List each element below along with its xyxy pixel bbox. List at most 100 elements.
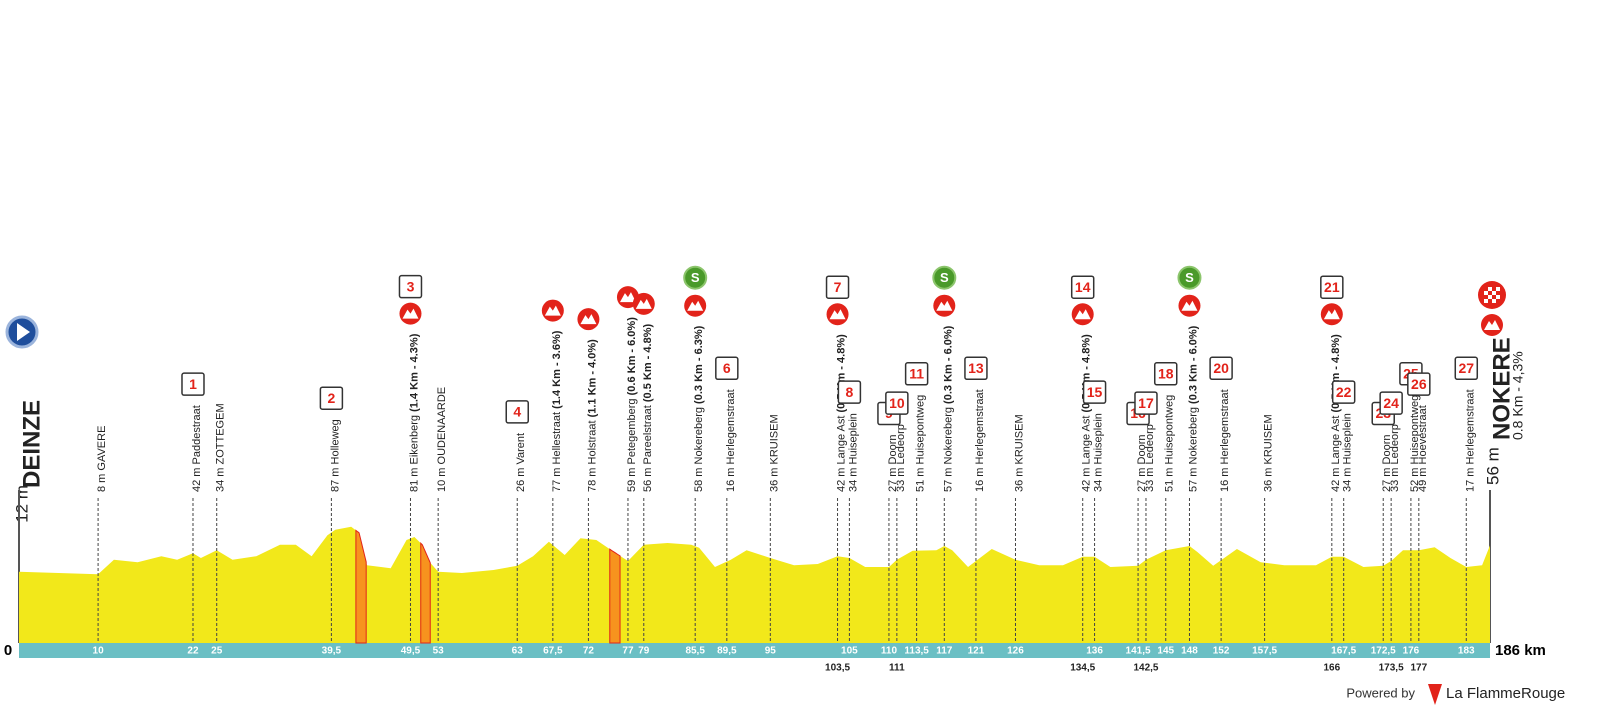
badge: [1320, 275, 1344, 299]
powered-by: Powered by: [1346, 685, 1415, 700]
km-label: 53: [433, 646, 445, 657]
km-label: 10: [93, 646, 105, 657]
point-name: 34 m ZOTTEGEM: [215, 403, 227, 492]
badge: [1454, 356, 1479, 381]
badge-number: 7: [834, 279, 842, 295]
point-label: 78 m Holstraat (1.1 Km - 4.0%): [586, 339, 598, 492]
point-label: 51 m Huisepontweg: [1164, 395, 1176, 492]
point-label: 17 m Herlegemstraat: [1464, 389, 1476, 492]
point-name: 52 m Huisepontweg: [1409, 395, 1421, 492]
km-label: 152: [1213, 646, 1230, 657]
point-name: 34 m Huiseplein: [1342, 413, 1354, 492]
km-label: 113,5: [904, 646, 929, 657]
badge-number: 10: [889, 395, 905, 411]
point-detail: (0.3 Km - 6.0%): [1187, 325, 1199, 404]
brand-logo: [1428, 684, 1442, 705]
point-name: 34 m Huiseplein: [847, 413, 859, 492]
point-label: 42 m Paddestraat: [191, 405, 203, 492]
km-label: 103,5: [825, 663, 850, 674]
badge: [1082, 380, 1107, 404]
badge: [1134, 391, 1158, 415]
steep-section: [355, 529, 367, 644]
km-label: 117: [936, 646, 953, 657]
point-label: 56 m Pareelstraat (0.5 Km - 4.8%): [642, 324, 654, 492]
climb-mountain: [1181, 300, 1198, 311]
badge-number: 18: [1158, 365, 1174, 381]
point-name: 10 m OUDENAARDE: [436, 387, 448, 492]
point-label: 59 m Petegemberg (0.6 Km - 6.0%): [626, 317, 638, 492]
badge-number: 15: [1087, 384, 1103, 400]
point-name: 57 m Nokereberg: [1187, 407, 1199, 492]
badge: [715, 356, 739, 381]
badge: [181, 372, 205, 396]
badge: [1331, 380, 1356, 404]
point-label: 52 m Huisepontweg: [1409, 395, 1421, 492]
start-elevation: 12 m: [12, 485, 31, 523]
finish-climb: 0.8 Km - 4,3%: [1510, 351, 1526, 440]
badge: [1153, 362, 1178, 386]
climb-mountain: [1323, 309, 1340, 320]
km-label: 121: [968, 646, 985, 657]
km-label: 110: [881, 646, 898, 657]
point-detail: (0.6 Km - 6.0%): [626, 317, 638, 396]
km-label: 142,5: [1133, 663, 1158, 674]
point-label: 33 m Ledeorp: [1144, 424, 1156, 492]
point-detail: (0.3 Km - 6.3%): [693, 325, 705, 404]
badge-number: 26: [1411, 376, 1427, 392]
point-name: 49 m Hoevestraat: [1417, 405, 1429, 492]
sprint-icon: [932, 265, 957, 290]
point-label: 36 m KRUISEM: [1263, 414, 1275, 492]
badge-number: 24: [1383, 395, 1399, 411]
badge-number: 8: [846, 384, 854, 400]
point-label: 42 m Lange Ast (0.5 Km - 4.8%): [1330, 334, 1342, 492]
sprint-label: S: [940, 270, 949, 285]
km-label: 141,5: [1126, 646, 1151, 657]
point-label: 10 m OUDENAARDE: [436, 387, 448, 492]
km-label: 63: [512, 646, 524, 657]
point-name: 27 m Doorn: [1381, 435, 1393, 492]
point-label: 27 m Doorn: [1136, 435, 1148, 492]
brand: La FlammeRouge: [1446, 685, 1565, 702]
point-name: 36 m KRUISEM: [768, 414, 780, 492]
point-name: 33 m Ledeorp: [895, 424, 907, 492]
badge: [1209, 356, 1233, 381]
badge-number: 21: [1324, 279, 1340, 295]
km-label: 167,5: [1331, 646, 1356, 657]
km-label: 166: [1323, 663, 1340, 674]
km-label: 134,5: [1070, 663, 1095, 674]
point-name: 36 m KRUISEM: [1263, 414, 1275, 492]
finish-icon: [1478, 281, 1506, 336]
point-detail: (0.5 Km - 4.8%): [642, 324, 654, 403]
badge-number: 17: [1138, 395, 1154, 411]
point-label: 33 m Ledeorp: [895, 424, 907, 492]
point-label: 36 m KRUISEM: [768, 414, 780, 492]
point-detail: (1.4 Km - 3.6%): [551, 330, 563, 409]
point-name: 26 m Varent: [515, 433, 527, 492]
km-label: 89,5: [717, 646, 737, 657]
elevation-area: [19, 526, 1490, 643]
point-label: 33 m Ledeorp: [1389, 424, 1401, 492]
km-label: 95: [765, 646, 777, 657]
badge: [1070, 275, 1095, 299]
km-label: 111: [889, 663, 905, 674]
point-label: 34 m Huiseplein: [847, 413, 859, 492]
km-label: 173,5: [1379, 663, 1404, 674]
point-label: 34 m ZOTTEGEM: [215, 403, 227, 492]
km-label: 85,5: [685, 646, 705, 657]
point-label: 16 m Herlegemstraat: [974, 389, 986, 492]
point-label: 34 m Huiseplein: [1092, 413, 1104, 492]
km-band: [19, 643, 1490, 658]
sprint-icon: [683, 265, 708, 290]
km-label: 25: [211, 646, 223, 657]
point-name: 42 m Lange Ast: [835, 416, 847, 492]
point-name: 34 m Huiseplein: [1092, 413, 1104, 492]
km-label: 145: [1157, 646, 1174, 657]
start-icon: [5, 315, 39, 349]
badge-number: 3: [407, 278, 415, 294]
km-label: 22: [187, 646, 199, 657]
point-name: 36 m KRUISEM: [1013, 414, 1025, 492]
point-name: 87 m Holleweg: [329, 419, 341, 492]
point-label: 8 m GAVERE: [96, 426, 108, 492]
badge: [1379, 391, 1403, 415]
climb-mountain: [619, 292, 636, 303]
